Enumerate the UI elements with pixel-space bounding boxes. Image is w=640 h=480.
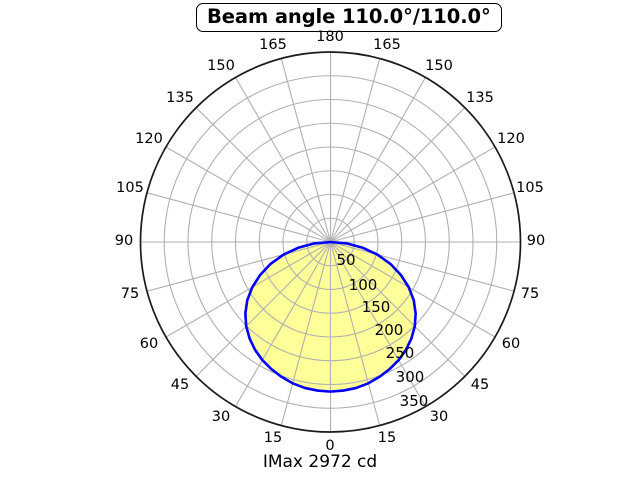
grid-spoke-overlay <box>245 242 331 292</box>
grid-spoke-overlay <box>330 242 416 377</box>
grid-spoke <box>280 58 332 243</box>
angle-tick-label: 105 <box>116 180 144 196</box>
angle-tick-label: 15 <box>263 430 283 446</box>
angle-tick-label: 75 <box>120 286 140 302</box>
grid-spoke-overlay <box>330 242 416 292</box>
angle-tick-label: 75 <box>520 286 540 302</box>
angle-tick-label: 30 <box>211 409 231 425</box>
angle-tick-label: 135 <box>166 90 194 106</box>
radial-tick-label: 100 <box>348 276 378 294</box>
angle-tick-label: 165 <box>373 37 401 53</box>
grid-spoke-overlay <box>245 242 331 377</box>
grid-spoke <box>195 107 331 243</box>
angle-tick-label: 165 <box>259 37 287 53</box>
angle-tick-label: 150 <box>207 58 235 74</box>
page-title: Beam angle 110.0°/110.0° <box>196 3 502 33</box>
grid-spoke-overlay <box>280 242 332 392</box>
imax-annotation: IMax 2972 cd <box>262 452 378 472</box>
grid-spoke-overlay <box>329 242 381 392</box>
angle-tick-label: 105 <box>516 180 544 196</box>
radial-tick-label: 300 <box>395 368 425 386</box>
grid-spoke <box>146 192 331 243</box>
angle-tick-label: 0 <box>325 438 335 454</box>
radial-tick-label: 350 <box>399 392 429 410</box>
angle-tick-label: 150 <box>425 58 453 74</box>
angle-tick-label: 120 <box>135 131 163 147</box>
angle-tick-label: 60 <box>501 336 521 352</box>
grid-spoke <box>329 58 381 243</box>
grid-spoke <box>330 192 515 243</box>
polar-outer-boundary <box>139 51 522 433</box>
angle-tick-label: 15 <box>377 430 397 446</box>
grid-spoke <box>330 146 496 243</box>
grid-spoke <box>330 77 426 243</box>
angle-tick-label: 90 <box>114 233 134 249</box>
grid-spoke <box>330 107 466 243</box>
radial-tick-label: 50 <box>336 251 356 269</box>
angle-tick-label: 180 <box>316 29 344 45</box>
grid-spoke <box>235 77 331 243</box>
angle-tick-label: 120 <box>497 131 525 147</box>
angle-tick-label: 90 <box>526 233 546 249</box>
angle-tick-label: 30 <box>429 409 449 425</box>
beam-curve <box>244 240 417 393</box>
radial-tick-label: 150 <box>361 298 391 316</box>
radial-tick-label: 250 <box>385 344 415 362</box>
angle-tick-label: 45 <box>470 377 490 393</box>
angle-tick-label: 60 <box>139 336 159 352</box>
angle-tick-label: 135 <box>466 90 494 106</box>
radial-tick-label: 200 <box>374 321 404 339</box>
angle-tick-label: 45 <box>170 377 190 393</box>
grid-spoke <box>165 146 331 243</box>
